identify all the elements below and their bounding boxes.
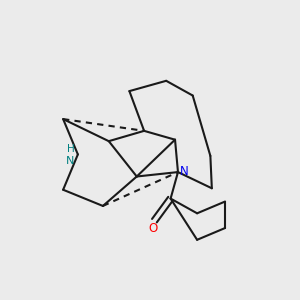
Text: H: H (67, 144, 74, 154)
Text: O: O (148, 222, 158, 235)
Text: N: N (179, 165, 188, 178)
Text: N: N (66, 156, 75, 166)
